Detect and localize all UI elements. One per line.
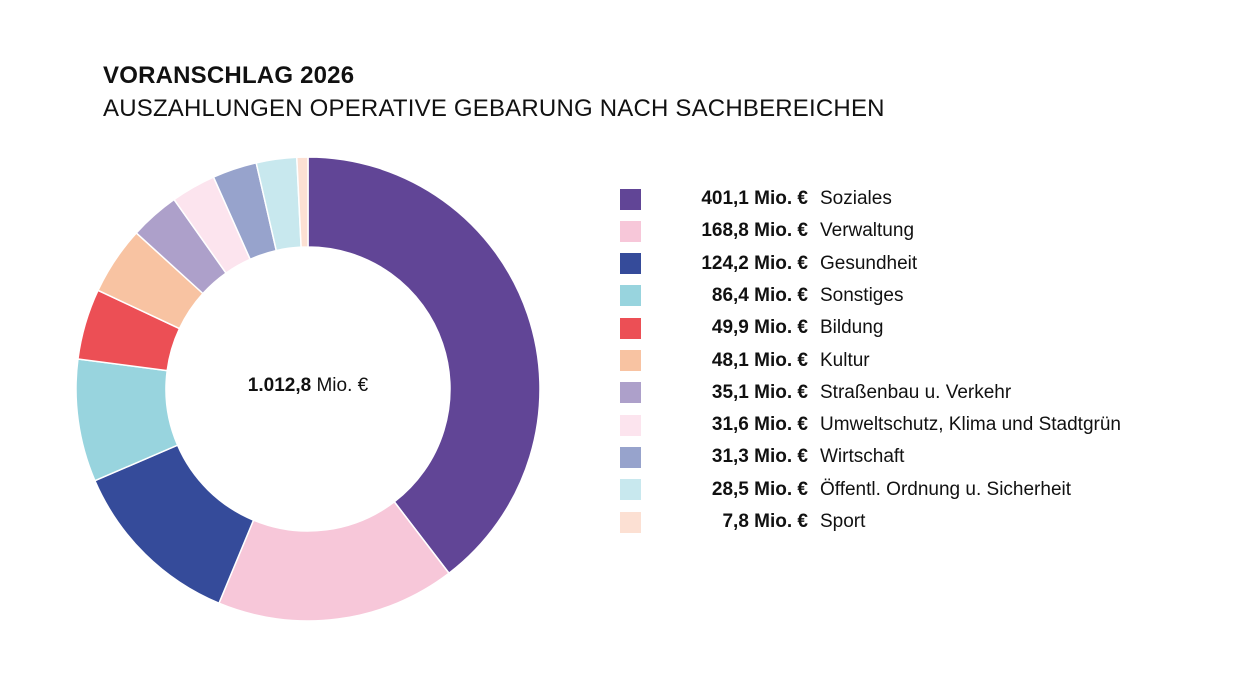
donut-slice-soziales — [307, 156, 541, 575]
legend-item: 7,8 Mio. € Sport — [620, 511, 865, 533]
legend-value: 401,1 Mio. € — [701, 188, 808, 209]
legend-item: 86,4 Mio. € Sonstiges — [620, 285, 903, 307]
center-total-unit: Mio. € — [316, 375, 369, 396]
legend-value: 28,5 Mio. € — [711, 478, 808, 500]
legend-swatch — [620, 414, 641, 436]
legend-value: 31,6 Mio. € — [711, 414, 808, 436]
legend-swatch — [620, 317, 641, 339]
legend-value: 49,9 Mio. € — [711, 317, 808, 339]
legend-item: 401,1 Mio. € Soziales — [620, 188, 892, 210]
legend-label: Straßenbau u. Verkehr — [820, 381, 1012, 403]
legend-item: 28,5 Mio. € Öffentl. Ordnung u. Sicherhei… — [620, 479, 1071, 501]
legend-value: 86,4 Mio. € — [711, 284, 808, 306]
legend-value: 168,8 Mio. € — [701, 220, 808, 242]
legend-label: Soziales — [820, 188, 892, 209]
legend-item: 31,6 Mio. € Umweltschutz, Klima und Stadt… — [620, 414, 1121, 436]
legend-swatch — [620, 446, 641, 468]
legend-label: Sonstiges — [820, 284, 904, 306]
legend-swatch — [620, 350, 641, 371]
center-total: 1.012,8 Mio. € — [208, 375, 408, 397]
legend-label: Kultur — [820, 349, 870, 371]
donut-chart — [75, 156, 541, 622]
donut-slice-verwaltung — [217, 500, 451, 622]
legend-item: 48,1 Mio. € Kultur — [620, 350, 870, 372]
chart-subtitle: AUSZAHLUNGEN OPERATIVE GEBARUNG NACH SAC… — [103, 95, 885, 122]
legend-swatch — [620, 382, 641, 404]
legend-item: 49,9 Mio. € Bildung — [620, 317, 883, 339]
legend-swatch — [620, 479, 641, 501]
legend-item: 168,8 Mio. € Verwaltung — [620, 220, 914, 242]
legend-label: Sport — [820, 511, 866, 532]
legend-value: 48,1 Mio. € — [711, 349, 808, 371]
legend-label: Verwaltung — [820, 220, 915, 242]
chart-title: VORANSCHLAG 2026 — [103, 62, 355, 89]
legend-item: 31,3 Mio. € Wirtschaft — [620, 446, 904, 468]
legend-label: Gesundheit — [820, 252, 918, 274]
legend-swatch — [620, 285, 641, 307]
legend-label: Bildung — [820, 317, 884, 339]
center-total-value: 1.012,8 — [247, 375, 312, 396]
legend-swatch — [620, 220, 641, 242]
legend-value: 124,2 Mio. € — [701, 252, 808, 274]
legend-item: 124,2 Mio. € Gesundheit — [620, 253, 917, 275]
legend-swatch — [620, 253, 641, 275]
legend-label: Öffentl. Ordnung u. Sicherheit — [820, 478, 1072, 500]
legend-value: 31,3 Mio. € — [711, 446, 808, 468]
legend-value: 7,8 Mio. € — [722, 511, 808, 532]
legend-label: Wirtschaft — [820, 446, 905, 468]
legend-value: 35,1 Mio. € — [711, 381, 808, 403]
donut-slice-sport — [295, 156, 309, 248]
legend-item: 35,1 Mio. € Straßenbau u. Verkehr — [620, 382, 1011, 404]
legend-swatch — [620, 511, 641, 533]
legend-swatch — [620, 188, 641, 210]
legend-label: Umweltschutz, Klima und Stadtgrün — [820, 414, 1121, 436]
